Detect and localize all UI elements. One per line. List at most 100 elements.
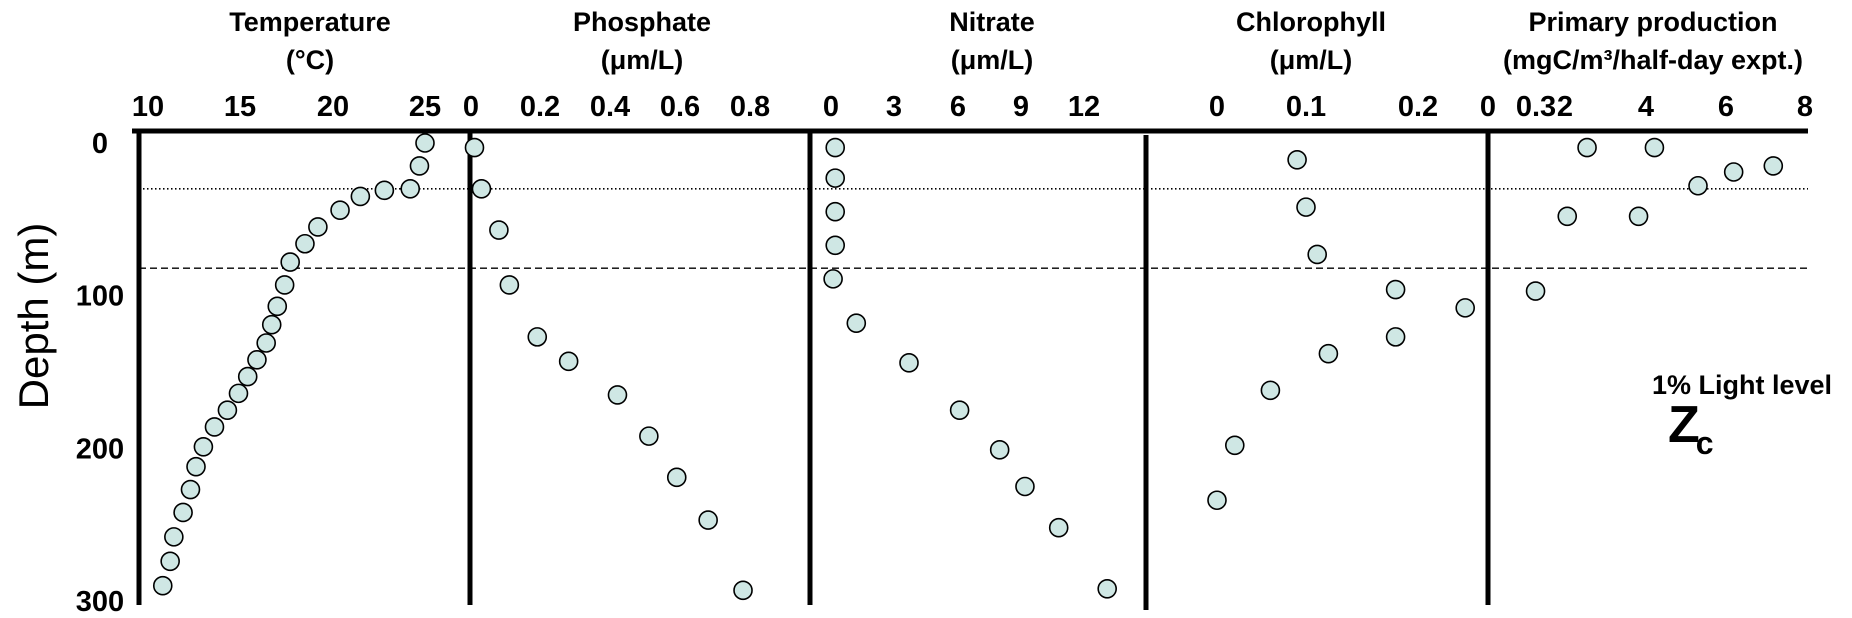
data-point-temperature bbox=[274, 275, 295, 295]
data-point-chlorophyll bbox=[1260, 380, 1281, 401]
data-point-nitrate bbox=[823, 269, 843, 289]
data-point-nitrate bbox=[899, 353, 919, 373]
panel-phosphate: Phosphate (μm/L) 0 0.2 0.4 0.6 0.8 bbox=[463, 7, 770, 605]
data-point-temperature bbox=[228, 383, 249, 404]
data-point-phosphate bbox=[639, 426, 659, 446]
data-point-chlorophyll bbox=[1307, 244, 1327, 265]
data-point-temperature bbox=[350, 186, 371, 207]
data-point-temperature bbox=[247, 349, 267, 370]
data-point-phosphate bbox=[464, 137, 485, 158]
data-point-primary_production bbox=[1557, 206, 1578, 227]
x-tick-label: 9 bbox=[1013, 91, 1029, 123]
reference-lines bbox=[139, 188, 1808, 269]
x-tick-label: 0.2 bbox=[520, 91, 560, 123]
data-point-primary_production bbox=[1525, 281, 1546, 301]
data-point-temperature bbox=[173, 502, 193, 523]
panel-title-phosphate: Phosphate bbox=[573, 7, 711, 37]
x-tick-label: 0.6 bbox=[660, 91, 700, 123]
data-point-chlorophyll bbox=[1225, 435, 1245, 456]
panel-units-nitrate: (μm/L) bbox=[951, 45, 1034, 75]
panel-chlorophyll: Chlorophyll (μm/L) 0 0.1 0.2 0.3 bbox=[1143, 7, 1556, 610]
data-point-temperature bbox=[295, 233, 315, 254]
data-point-chlorophyll bbox=[1455, 298, 1475, 318]
data-point-nitrate bbox=[1097, 578, 1117, 599]
x-tick-label: 2 bbox=[1557, 91, 1573, 123]
x-tick-label: 0.3 bbox=[1516, 91, 1556, 123]
data-point-phosphate bbox=[666, 467, 687, 488]
panel-temperature: Temperature (°C) 10 15 20 25 bbox=[132, 7, 441, 605]
data-point-phosphate bbox=[698, 510, 718, 530]
data-point-temperature bbox=[160, 551, 180, 572]
data-point-phosphate bbox=[733, 580, 753, 601]
data-point-nitrate bbox=[825, 137, 846, 158]
light-level-annotation: 1% Light level Zc bbox=[1652, 370, 1832, 461]
data-point-nitrate bbox=[1048, 517, 1069, 538]
x-tick-label: 0.1 bbox=[1286, 91, 1326, 123]
y-tick-label: 200 bbox=[76, 433, 124, 465]
data-point-nitrate bbox=[825, 168, 846, 188]
x-tick-label: 0 bbox=[1209, 91, 1225, 123]
x-tick-label: 25 bbox=[409, 91, 441, 123]
data-point-primary_production bbox=[1763, 156, 1784, 176]
x-tick-label: 0 bbox=[1480, 91, 1496, 123]
y-axis: Depth (m) 0 100 200 300 bbox=[10, 128, 124, 618]
data-point-temperature bbox=[409, 156, 430, 176]
light-level-label: 1% Light level bbox=[1652, 370, 1832, 400]
data-point-nitrate bbox=[949, 400, 970, 420]
data-point-temperature bbox=[180, 479, 201, 500]
x-tick-label: 0.8 bbox=[730, 91, 770, 123]
y-axis-label: Depth (m) bbox=[10, 223, 57, 410]
data-point-nitrate bbox=[846, 313, 867, 333]
data-point-primary_production bbox=[1723, 162, 1744, 182]
x-tick-label: 20 bbox=[317, 91, 349, 123]
panel-units-phosphate: (μm/L) bbox=[601, 45, 684, 75]
data-point-temperature bbox=[261, 314, 282, 335]
data-point-temperature bbox=[374, 180, 395, 201]
data-point-phosphate bbox=[489, 220, 509, 240]
data-point-temperature bbox=[193, 437, 214, 457]
data-point-temperature bbox=[152, 575, 173, 596]
x-tick-label: 6 bbox=[950, 91, 966, 123]
data-point-temperature bbox=[415, 133, 435, 153]
panel-units-primary_production: (mgC/m³/half-day expt.) bbox=[1503, 45, 1803, 75]
x-tick-label: 8 bbox=[1797, 91, 1813, 123]
data-point-primary_production bbox=[1644, 137, 1665, 158]
data-point-temperature bbox=[267, 296, 288, 317]
panel-title-primary_production: Primary production bbox=[1528, 7, 1777, 37]
data-point-temperature bbox=[237, 366, 258, 387]
x-tick-label: 6 bbox=[1718, 91, 1734, 123]
data-point-temperature bbox=[256, 333, 276, 353]
y-tick-label: 0 bbox=[92, 128, 108, 160]
data-point-nitrate bbox=[825, 235, 846, 256]
data-point-temperature bbox=[164, 527, 184, 547]
data-point-nitrate bbox=[1015, 476, 1035, 497]
data-point-chlorophyll bbox=[1207, 490, 1227, 511]
x-tick-label: 12 bbox=[1068, 91, 1100, 123]
panel-primary_production: Primary production (mgC/m³/half-day expt.… bbox=[1480, 7, 1813, 605]
panel-title-chlorophyll: Chlorophyll bbox=[1236, 7, 1386, 37]
data-point-primary_production bbox=[1628, 206, 1649, 227]
y-tick-label: 300 bbox=[76, 586, 124, 618]
x-tick-label: 0 bbox=[823, 91, 839, 123]
panel-units-chlorophyll: (μm/L) bbox=[1270, 45, 1353, 75]
x-tick-label: 0 bbox=[463, 91, 479, 123]
data-point-chlorophyll bbox=[1318, 343, 1339, 364]
zc-symbol: Zc bbox=[1668, 396, 1714, 461]
data-point-chlorophyll bbox=[1385, 327, 1406, 347]
x-tick-label: 0.4 bbox=[590, 91, 630, 123]
data-point-temperature bbox=[217, 400, 238, 420]
data-point-temperature bbox=[308, 217, 328, 237]
data-point-temperature bbox=[280, 252, 300, 272]
data-point-chlorophyll bbox=[1287, 149, 1307, 170]
data-point-nitrate bbox=[989, 440, 1010, 460]
x-tick-label: 0.2 bbox=[1398, 91, 1438, 123]
x-tick-label: 4 bbox=[1638, 91, 1654, 123]
data-point-chlorophyll bbox=[1385, 279, 1406, 300]
data-point-phosphate bbox=[499, 275, 520, 295]
panel-title-nitrate: Nitrate bbox=[949, 7, 1035, 37]
data-point-chlorophyll bbox=[1296, 197, 1316, 217]
panel-nitrate: Nitrate (μm/L) 0 3 6 9 12 bbox=[807, 7, 1117, 605]
x-tick-label: 3 bbox=[886, 91, 902, 123]
y-tick-label: 100 bbox=[76, 281, 124, 313]
